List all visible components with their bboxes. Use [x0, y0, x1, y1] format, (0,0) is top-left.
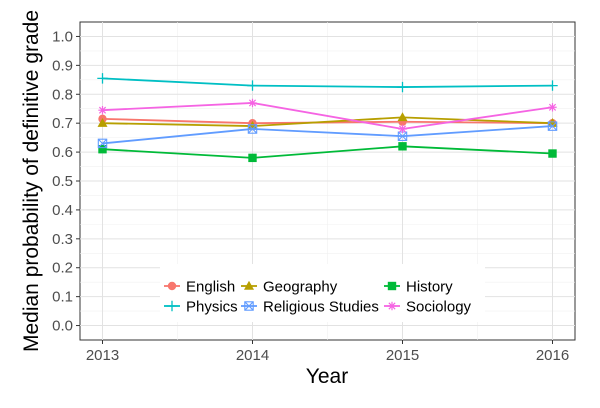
x-tick-label: 2014: [236, 347, 269, 364]
legend: English Geography History Physics Religious …: [160, 264, 485, 322]
point-physics: [97, 73, 108, 84]
point-religious-studies: [547, 121, 558, 131]
series-history: [98, 142, 557, 163]
point-geography: [547, 117, 558, 127]
y-axis-title: Median probability of definitive grade: [20, 10, 43, 352]
series-line-history: [102, 145, 553, 159]
point-geography: [97, 117, 108, 127]
y-tick-label: 0.0: [52, 318, 73, 335]
point-history: [398, 142, 407, 151]
point-physics: [547, 80, 558, 91]
legend-marker-geography: [244, 280, 254, 290]
legend-label-english: English: [186, 279, 235, 296]
point-religious-studies: [397, 131, 408, 141]
legend-item-religious-studies: Religious Studies: [241, 299, 379, 316]
series-line-religious-studies: [102, 125, 553, 145]
x-tick-label: 2015: [386, 347, 419, 364]
grid: [80, 22, 575, 340]
point-physics: [397, 81, 408, 93]
point-history: [98, 145, 107, 154]
legend-marker-history: [387, 281, 397, 291]
point-sociology: [248, 98, 257, 108]
legend-marker-religious-studies: [244, 301, 254, 311]
legend-item-physics: Physics: [164, 299, 238, 316]
series-sociology: [98, 98, 557, 134]
point-sociology: [98, 105, 107, 115]
y-tick-label: 0.5: [52, 173, 73, 190]
legend-label-sociology: Sociology: [406, 299, 472, 316]
y-tick-label: 0.2: [52, 260, 73, 277]
x-tick-label: 2016: [536, 347, 569, 364]
x-axis-title: Year: [306, 365, 348, 388]
y-axis: 0.0 0.1 0.2 0.3 0.4 0.5 0.6 0.7 0.8 0.9 1.0: [52, 28, 80, 335]
x-tick-label: 2013: [86, 347, 119, 364]
y-tick-label: 0.9: [52, 57, 73, 74]
point-history: [548, 149, 557, 158]
y-tick-label: 0.1: [52, 289, 73, 306]
series-layer: [97, 73, 558, 163]
legend-item-english: English: [164, 279, 235, 296]
legend-item-history: History: [384, 279, 453, 296]
series-religious-studies: [97, 121, 558, 149]
y-tick-label: 1.0: [52, 28, 73, 45]
series-physics: [97, 73, 558, 93]
series-line-physics: [102, 77, 553, 88]
legend-label-physics: Physics: [186, 299, 238, 316]
legend-label-geography: Geography: [263, 279, 338, 296]
point-religious-studies: [247, 124, 258, 134]
point-physics: [247, 80, 258, 91]
point-sociology: [548, 103, 557, 112]
legend-item-geography: Geography: [241, 279, 338, 296]
series-line-sociology: [102, 102, 553, 130]
legend-label-religious-studies: Religious Studies: [263, 299, 379, 316]
point-geography: [247, 120, 258, 130]
y-tick-label: 0.3: [52, 231, 73, 248]
x-axis: 2013 2014 2015 2016: [86, 340, 569, 364]
point-history: [248, 153, 257, 163]
legend-item-sociology: Sociology: [384, 299, 472, 316]
legend-marker-english: [167, 281, 177, 291]
point-geography: [397, 112, 408, 122]
series-line-geography: [102, 116, 553, 127]
series-geography: [97, 112, 558, 130]
point-sociology: [398, 124, 407, 134]
legend-box: [160, 264, 485, 322]
y-tick-label: 0.4: [52, 202, 73, 219]
legend-marker-sociology: [387, 301, 397, 311]
y-tick-label: 0.6: [52, 144, 73, 161]
legend-marker-physics: [166, 300, 178, 312]
y-tick-label: 0.7: [52, 115, 73, 132]
legend-label-history: History: [406, 279, 453, 296]
point-religious-studies: [97, 138, 108, 149]
y-tick-label: 0.8: [52, 86, 73, 103]
